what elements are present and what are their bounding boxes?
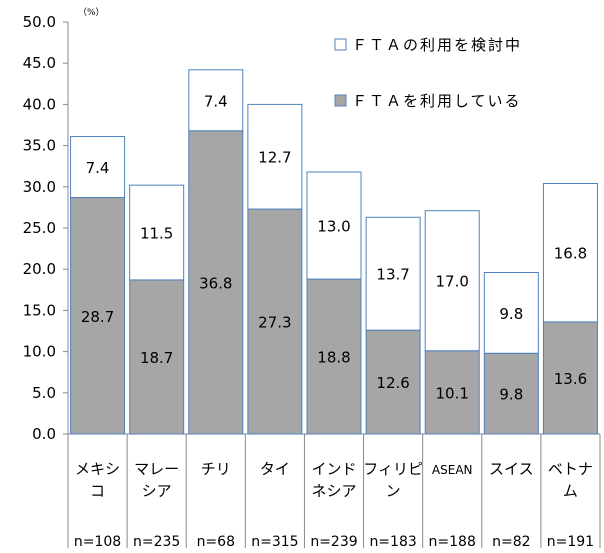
bar-segment-using [306, 278, 362, 435]
y-tick-label: 35.0 [23, 137, 56, 155]
sample-size-label: n=82 [492, 534, 530, 550]
y-tick-label: 40.0 [23, 95, 56, 113]
data-label-considering: 13.0 [317, 218, 350, 236]
x-category-label: メキシ [75, 460, 120, 478]
sample-size-label: n=239 [310, 534, 357, 550]
bar-segment-considering [129, 184, 185, 281]
sample-size-label: n=235 [133, 534, 180, 550]
legend-swatch [334, 94, 347, 107]
x-category-label: タイ [260, 460, 290, 478]
data-label-considering: 13.7 [376, 266, 409, 284]
y-tick-label: 10.0 [23, 343, 56, 361]
data-label-considering: 9.8 [499, 305, 523, 323]
sample-size-label: n=315 [251, 534, 298, 550]
y-unit-label: （%） [78, 7, 105, 18]
bar-segment-using [424, 350, 480, 435]
data-label-using: 10.1 [436, 384, 469, 402]
bar-segment-considering [365, 216, 421, 331]
bar-segment-using [129, 279, 185, 435]
x-category-label: ム [563, 482, 578, 500]
bar-segment-considering [306, 171, 362, 280]
data-label-using: 9.8 [499, 386, 523, 404]
sample-size-label: n=108 [74, 534, 121, 550]
legend-label: ＦＴＡの利用を検討中 [352, 36, 522, 54]
x-category-label: コ [90, 482, 105, 500]
bar-segment-considering [70, 136, 126, 199]
sample-size-label: n=188 [429, 534, 476, 550]
data-label-considering: 11.5 [140, 225, 173, 243]
y-tick-label: 0.0 [32, 425, 56, 443]
x-category-label: ネシア [311, 482, 356, 500]
y-tick-label: 20.0 [23, 260, 56, 278]
x-category-label: ASEAN [432, 463, 473, 477]
data-label-using: 18.7 [140, 349, 173, 367]
bar-segment-considering [483, 271, 539, 354]
y-tick-label: 50.0 [23, 13, 56, 31]
bar-segment-considering [424, 210, 480, 352]
bar-segment-using [70, 197, 126, 435]
y-tick-label: 5.0 [32, 384, 56, 402]
data-label-using: 18.8 [317, 349, 350, 367]
bar-segment-using [188, 130, 244, 435]
legend-label: ＦＴＡを利用している [352, 92, 522, 110]
data-label-using: 28.7 [81, 308, 114, 326]
data-label-using: 12.6 [376, 374, 409, 392]
y-tick-label: 30.0 [23, 178, 56, 196]
x-category-label: インド [311, 460, 356, 478]
data-label-using: 13.6 [554, 370, 587, 388]
bar-segment-using [247, 208, 303, 435]
bar-segment-using [542, 321, 598, 435]
bar-segment-considering [188, 69, 244, 132]
x-category-label: チリ [201, 460, 231, 478]
data-label-considering: 7.4 [86, 159, 110, 177]
x-category-label: スイス [489, 460, 534, 478]
data-label-considering: 12.7 [258, 149, 291, 167]
y-tick-label: 15.0 [23, 301, 56, 319]
sample-size-label: n=191 [547, 534, 594, 550]
legend-swatch [334, 38, 347, 51]
y-tick-label: 45.0 [23, 54, 56, 72]
x-category-label: シア [142, 482, 172, 500]
x-category-label: マレー [134, 460, 179, 478]
bar-segment-considering [542, 183, 598, 323]
x-category-label: ベトナ [548, 460, 593, 478]
data-label-considering: 16.8 [554, 245, 587, 263]
data-label-considering: 7.4 [204, 92, 228, 110]
data-label-using: 36.8 [199, 274, 232, 292]
y-tick-label: 25.0 [23, 219, 56, 237]
sample-size-label: n=68 [197, 534, 235, 550]
bar-segment-considering [247, 103, 303, 210]
x-category-label: フィリピ [363, 460, 423, 478]
data-label-using: 27.3 [258, 314, 291, 332]
data-label-considering: 17.0 [436, 273, 469, 291]
x-category-label: ン [386, 482, 401, 500]
sample-size-label: n=183 [369, 534, 416, 550]
